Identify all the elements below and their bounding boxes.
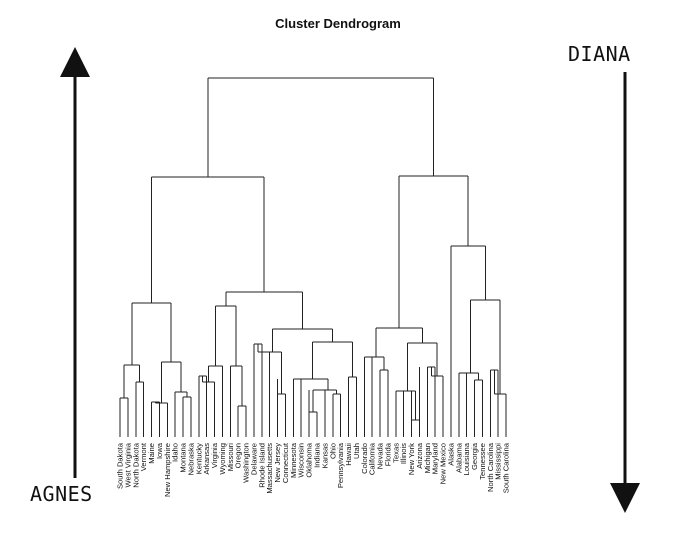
leaf-label: Kansas bbox=[320, 443, 329, 469]
leaf-label: South Carolina bbox=[502, 442, 511, 493]
leaf-label: Oregon bbox=[234, 443, 243, 468]
dendrogram-tree bbox=[119, 77, 507, 437]
chart-title: Cluster Dendrogram bbox=[275, 16, 401, 31]
leaf-label: South Dakota bbox=[116, 442, 125, 489]
leaf-label: Georgia bbox=[470, 442, 479, 470]
leaf-label: Rhode Island bbox=[257, 443, 266, 488]
leaf-label: Kentucky bbox=[194, 443, 203, 474]
leaf-label: Hawaii bbox=[344, 443, 353, 466]
leaf-label: Nevada bbox=[376, 442, 385, 469]
leaf-label: Virginia bbox=[210, 442, 219, 468]
leaf-label: Connecticut bbox=[281, 442, 290, 483]
leaf-label: Michigan bbox=[423, 443, 432, 473]
leaf-label: New Mexico bbox=[439, 443, 448, 484]
leaf-label: Delaware bbox=[249, 443, 258, 475]
leaf-label: Utah bbox=[352, 443, 361, 459]
leaf-label: New York bbox=[407, 443, 416, 475]
leaf-label: New Jersey bbox=[273, 443, 282, 483]
leaf-label: Illinois bbox=[399, 443, 408, 464]
leaf-label: Montana bbox=[179, 442, 188, 472]
leaf-label: Maryland bbox=[431, 443, 440, 474]
leaf-label: Maine bbox=[147, 443, 156, 464]
leaf-label: Alabama bbox=[454, 442, 463, 473]
leaf-label: West Virginia bbox=[123, 442, 132, 487]
leaf-label: Massachusetts bbox=[265, 443, 274, 494]
leaf-label: Minnesota bbox=[289, 442, 298, 478]
leaf-label: Tennessee bbox=[478, 443, 487, 480]
leaf-label: Arizona bbox=[415, 442, 424, 469]
leaf-label: North Dakota bbox=[131, 442, 140, 488]
leaf-label: Arkansas bbox=[202, 443, 211, 475]
leaf-label: Idaho bbox=[171, 443, 180, 462]
agnes-label: AGNES bbox=[30, 482, 93, 506]
leaf-label: New Hampshire bbox=[163, 443, 172, 497]
leaf-label: Colorado bbox=[360, 443, 369, 474]
leaf-label: California bbox=[368, 442, 377, 475]
leaf-label: Mississippi bbox=[494, 443, 503, 480]
leaf-label: Iowa bbox=[155, 442, 164, 459]
leaf-label: Florida bbox=[383, 442, 392, 466]
leaf-label: Vermont bbox=[139, 442, 148, 471]
leaf-label: Pennsylvania bbox=[336, 442, 345, 488]
leaf-label: Alaska bbox=[446, 442, 455, 466]
leaf-label: Wyoming bbox=[218, 443, 227, 475]
leaf-label: Ohio bbox=[328, 443, 337, 459]
leaf-label: Missouri bbox=[226, 443, 235, 472]
leaf-label: Oklahoma bbox=[305, 442, 314, 477]
leaf-label: Washington bbox=[242, 443, 251, 483]
leaf-label: North Carolina bbox=[486, 442, 495, 492]
leaf-label: Nebraska bbox=[186, 442, 195, 475]
leaf-label: Wisconsin bbox=[297, 443, 306, 478]
leaf-label: Texas bbox=[391, 443, 400, 463]
leaf-label: Louisiana bbox=[462, 442, 471, 475]
leaf-label: Indiana bbox=[313, 442, 322, 468]
diana-label: DIANA bbox=[568, 42, 631, 66]
